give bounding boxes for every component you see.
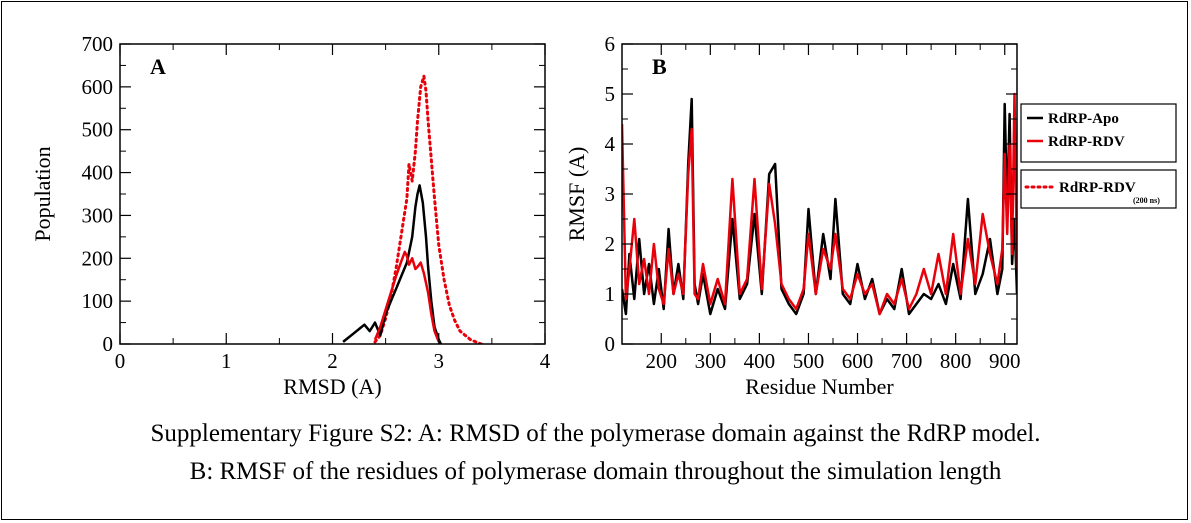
panel-a-panel-label: A — [150, 54, 166, 79]
panel-a-series-apo-line — [342, 184, 443, 344]
panel-b-panel-label: B — [652, 54, 667, 79]
panel-a-ytick-label: 300 — [82, 203, 114, 227]
legend-sublabel-rdv200: (200 ns) — [1133, 196, 1160, 205]
panel-a-series-rdv-line — [373, 250, 440, 343]
panel-b-xtick-label: 300 — [695, 349, 727, 373]
panel-b-xtick-label: 200 — [646, 349, 678, 373]
panel-a-series-rdv200-line — [373, 74, 483, 344]
panel-a-ytick-label: 0 — [103, 332, 114, 356]
panel-b-xtick-label: 700 — [891, 349, 923, 373]
panel-b-x-axis-label: Residue Number — [745, 374, 894, 399]
panel-b-ytick-label: 4 — [605, 132, 616, 156]
panel-a-xtick-label: 2 — [327, 349, 338, 373]
legend-label-apo: RdRP-Apo — [1048, 111, 1119, 127]
panel-a-ytick-label: 200 — [82, 246, 114, 270]
panel-a-y-axis-label: Population — [30, 146, 55, 241]
legend-label-rdv200: RdRP-RDV — [1059, 180, 1136, 196]
panel-a-ytick-label: 500 — [82, 118, 114, 142]
caption-line-2: B: RMSF of the residues of polymerase do… — [189, 458, 1002, 485]
panel-b-ytick-label: 5 — [605, 82, 616, 106]
panel-b-series-rdv-line — [622, 92, 1017, 316]
panel-b-xtick-label: 600 — [842, 349, 874, 373]
panel-a-ytick-label: 400 — [82, 161, 114, 185]
panel-a-ytick-label: 700 — [82, 32, 114, 56]
panel-b-plot-frame — [621, 43, 1018, 345]
panel-b-xtick-label: 400 — [744, 349, 776, 373]
panel-b-ytick-label: 6 — [605, 32, 616, 56]
panel-b-ytick-label: 2 — [605, 232, 616, 256]
legend-box — [1020, 103, 1177, 163]
panel-b-ytick-label: 0 — [605, 332, 616, 356]
legend-label-rdv: RdRP-RDV — [1048, 134, 1125, 150]
legend-extra-box — [1020, 169, 1177, 209]
panel-b-xtick-label: 500 — [793, 349, 825, 373]
panel-b-y-axis-label: RMSF (A) — [564, 147, 589, 242]
panel-a-xtick-label: 0 — [115, 349, 126, 373]
panel-a-xtick-label: 4 — [540, 349, 551, 373]
panel-b-xtick-label: 800 — [940, 349, 972, 373]
panel-a-ytick-label: 600 — [82, 75, 114, 99]
panel-a-xtick-label: 1 — [221, 349, 232, 373]
panel-a-plot-frame — [119, 43, 546, 345]
panel-a-xtick-label: 3 — [434, 349, 445, 373]
panel-a-ytick-label: 100 — [82, 289, 114, 313]
caption-line-1: Supplementary Figure S2: A: RMSD of the … — [150, 420, 1041, 447]
panel-a-x-axis-label: RMSD (A) — [283, 374, 381, 399]
panel-b-ytick-label: 3 — [605, 182, 616, 206]
panel-b-xtick-label: 900 — [989, 349, 1021, 373]
panel-b-ytick-label: 1 — [605, 282, 616, 306]
